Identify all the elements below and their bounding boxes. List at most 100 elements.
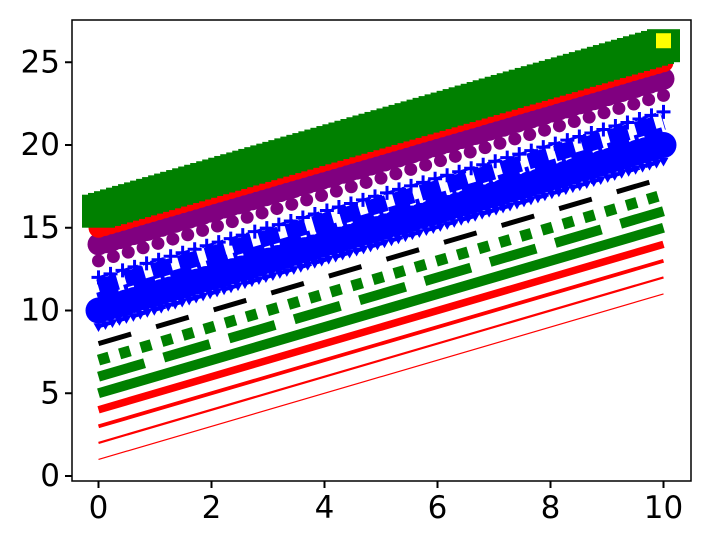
blue-dashed-tridown-triangle-down-marker <box>239 280 250 290</box>
purple-circles-small-circle-marker <box>121 245 135 259</box>
blue-dashdot-plus-plus-marker <box>163 249 178 264</box>
purple-circles-small-circle-marker <box>597 106 611 120</box>
blue-dashed-tridown-triangle-down-marker <box>491 206 502 216</box>
blue-dashed-tridown-triangle-down-marker <box>421 227 432 237</box>
purple-circles-small-circle-marker <box>225 215 239 229</box>
blue-dashdot-plus-plus-marker <box>103 266 118 281</box>
blue-dashdot-plus-plus-marker <box>548 136 563 151</box>
blue-dashed-tridown-triangle-down-marker <box>274 270 285 279</box>
series-red-thin-lw2 <box>98 276 664 444</box>
blue-dashed-tridown-triangle-down-marker <box>609 172 620 181</box>
blue-dashed-tridown-triangle-down-marker <box>233 282 244 292</box>
blue-dashed-tridown-triangle-down-marker <box>309 259 320 269</box>
blue-dashed-tridown-triangle-down-marker <box>470 212 481 222</box>
series-red-medium-lw4 <box>97 259 665 429</box>
purple-circles-small-circle-marker <box>196 223 210 237</box>
blue-dashed-tridown-triangle-down-marker <box>602 174 613 183</box>
purple-circles-small-circle-marker <box>300 193 314 207</box>
purple-circles-small-circle-marker <box>404 162 418 176</box>
blue-dashdot-plus-plus-marker <box>139 256 154 271</box>
yellow-endpoint-square <box>656 33 671 49</box>
y-tick-label: 20 <box>21 127 60 163</box>
blue-dashed-tridown-triangle-down-marker <box>658 157 669 167</box>
blue-dashdot-plus-plus-marker <box>319 203 334 218</box>
blue-dashdot-plus-plus-marker <box>560 133 575 148</box>
purple-circles-small-circle-marker <box>582 110 596 124</box>
blue-dashed-tridown-triangle-down-marker <box>428 225 439 234</box>
blue-dashed-tridown-triangle-down-marker <box>553 188 564 198</box>
series-green-dotted-thick <box>96 189 666 366</box>
blue-dashed-tridown-triangle-down-marker <box>260 274 271 284</box>
purple-circles-small-circle-marker <box>523 128 537 142</box>
blue-dashed-tridown-triangle-down-marker <box>630 165 641 175</box>
purple-circles-small-circle-marker <box>136 241 150 255</box>
purple-circles-small-circle-marker <box>627 97 641 111</box>
purple-circles-small-circle-marker <box>166 232 180 246</box>
purple-circles-small-circle-marker <box>463 145 477 159</box>
markers-blue-dashed-tridown <box>93 157 669 333</box>
blue-dashdot-plus-plus-marker <box>187 242 202 257</box>
blue-dashed-tridown-triangle-down-marker <box>351 247 362 257</box>
blue-dashdot-plus-plus-marker <box>392 182 407 197</box>
series-green-solid-thick <box>97 222 665 399</box>
series-blue-dashdot-thick <box>96 127 666 309</box>
x-tick-label: 2 <box>202 490 222 526</box>
purple-circles-small-circle-marker <box>448 149 462 163</box>
blue-dashed-tridown-triangle-down-marker <box>177 298 188 308</box>
blue-dashdot-plus-plus-marker <box>404 178 419 193</box>
blue-dashed-tridown-triangle-down-marker <box>393 235 404 245</box>
y-tick-label: 10 <box>21 293 60 329</box>
blue-dashdot-plus-plus-marker <box>524 143 539 158</box>
blue-dashed-tridown-triangle-down-marker <box>170 300 181 310</box>
blue-dashdot-plus-plus-marker <box>464 161 479 176</box>
blue-dashed-tridown-triangle-down-marker <box>477 210 488 220</box>
blue-dashdot-plus-plus-marker <box>307 207 322 222</box>
purple-circles-small-circle-marker <box>329 184 343 198</box>
blue-dashdot-plus-plus-marker <box>476 157 491 172</box>
purple-circles-small-circle-marker <box>612 101 626 115</box>
blue-dashdot-plus-plus-marker <box>175 245 190 260</box>
blue-dashed-tridown-triangle-down-marker <box>337 251 348 261</box>
purple-circles-small-circle-marker <box>270 202 284 216</box>
blue-dashdot-plus-plus-marker <box>199 238 214 253</box>
purple-circles-small-circle-marker <box>419 158 433 172</box>
blue-dashdot-plus-plus-marker <box>596 122 611 137</box>
blue-dashdot-plus-plus-marker <box>127 259 142 274</box>
blue-dashdot-plus-plus-marker <box>512 147 527 162</box>
series-blue-dashed-tridown <box>98 160 664 329</box>
blue-dashed-tridown-triangle-down-marker <box>532 194 543 204</box>
blue-dashed-tridown-triangle-down-marker <box>456 217 467 226</box>
purple-circles-small-circle-marker <box>374 171 388 185</box>
purple-circles-small-circle-marker <box>315 189 329 203</box>
blue-dashed-tridown-triangle-down-marker <box>281 268 292 277</box>
blue-dashed-tridown-triangle-down-marker <box>518 198 529 208</box>
blue-dashed-tridown-triangle-down-marker <box>253 276 264 286</box>
purple-circles-small-circle-marker <box>210 219 224 233</box>
purple-circles-small-circle-marker <box>433 154 447 168</box>
blue-dashed-tridown-triangle-down-marker <box>651 159 662 169</box>
blue-dashed-tridown-triangle-down-marker <box>191 294 202 304</box>
blue-dashed-tridown-triangle-down-marker <box>567 184 578 194</box>
purple-circles-small-circle-marker <box>508 132 522 146</box>
blue-dashdot-plus-plus-marker <box>343 196 358 211</box>
blue-dashed-tridown-triangle-down-marker <box>407 231 418 241</box>
blue-dashed-tridown-triangle-down-marker <box>574 182 585 192</box>
blue-dashed-tridown-triangle-down-marker <box>498 204 509 214</box>
blue-dashed-tridown-triangle-down-marker <box>644 161 655 171</box>
purple-circles-small-circle-marker <box>552 119 566 133</box>
blue-dashed-tridown-triangle-down-marker <box>295 264 306 273</box>
purple-circles-small-circle-marker <box>538 123 552 137</box>
blue-dashed-tridown-triangle-down-marker <box>588 178 599 187</box>
markers-green-square-chain <box>82 29 680 228</box>
series-layer <box>82 29 680 461</box>
blue-dashed-tridown-triangle-down-marker <box>163 302 174 312</box>
blue-dashed-tridown-triangle-down-marker <box>93 323 104 333</box>
y-tick-label: 25 <box>21 44 60 80</box>
axes-ticks <box>65 61 665 488</box>
blue-dashdot-plus-plus-marker <box>115 263 130 278</box>
blue-dashed-tridown-triangle-down-marker <box>316 257 327 267</box>
x-tick-label: 8 <box>541 490 561 526</box>
blue-dashed-tridown-triangle-down-marker <box>184 296 195 306</box>
